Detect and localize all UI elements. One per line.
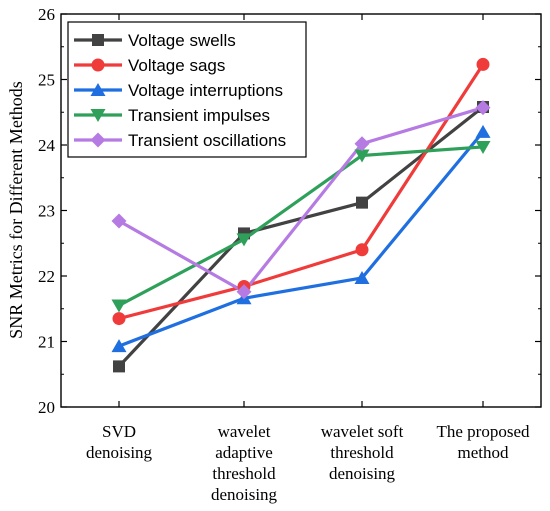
data-point-voltage-interruptions bbox=[111, 339, 127, 353]
series-line-voltage-interruptions bbox=[118, 130, 485, 348]
legend-label-transient-impulses: Transient impulses bbox=[128, 106, 270, 125]
legend-marker-transient-oscillations bbox=[90, 132, 106, 148]
data-point-voltage-swells bbox=[356, 196, 368, 209]
data-point-transient-impulses bbox=[354, 149, 370, 163]
series-lines bbox=[117, 63, 485, 368]
legend-label-transient-oscillations: Transient oscillations bbox=[128, 131, 286, 150]
data-point-voltage-sags bbox=[355, 243, 369, 257]
data-point-voltage-swells bbox=[113, 360, 125, 373]
y-tick-label: 26 bbox=[38, 5, 55, 24]
y-tick-label: 21 bbox=[38, 333, 55, 352]
x-category-label: The proposed method bbox=[436, 422, 530, 462]
legend-label-voltage-swells: Voltage swells bbox=[128, 31, 236, 50]
data-point-transient-oscillations bbox=[354, 136, 370, 152]
data-point-transient-oscillations bbox=[111, 213, 127, 229]
legend-marker-transient-impulses bbox=[90, 109, 106, 122]
legend-marker-voltage-swells bbox=[92, 34, 104, 46]
data-point-voltage-sags bbox=[476, 57, 490, 71]
y-tick-label: 20 bbox=[38, 398, 55, 417]
legend-marker-voltage-interruptions bbox=[90, 83, 106, 96]
legend: Voltage swells Voltage sags Voltage interr… bbox=[67, 21, 307, 158]
data-point-voltage-interruptions bbox=[475, 124, 491, 138]
data-point-transient-oscillations bbox=[236, 284, 252, 300]
data-point-transient-impulses bbox=[475, 140, 491, 154]
x-axis-categories: SVD denoising wavelet adaptive threshold deno… bbox=[86, 422, 530, 504]
legend-label-voltage-interruptions: Voltage interruptions bbox=[128, 81, 283, 100]
x-category-label: wavelet adaptive threshold denoising bbox=[211, 422, 278, 504]
data-point-voltage-sags bbox=[112, 312, 126, 326]
y-tick-label: 23 bbox=[38, 202, 55, 221]
data-point-transient-impulses bbox=[236, 233, 252, 247]
y-axis-label: SNR Metrics for Different Methods bbox=[6, 81, 26, 339]
y-axis-ticks: 20 21 22 23 24 25 26 bbox=[38, 5, 541, 417]
series-line-transient-impulses bbox=[118, 145, 484, 307]
x-axis-ticks bbox=[118, 14, 484, 407]
y-tick-label: 25 bbox=[38, 71, 55, 90]
data-point-transient-oscillations bbox=[475, 100, 491, 116]
x-category-label: SVD denoising bbox=[86, 422, 153, 462]
legend-label-voltage-sags: Voltage sags bbox=[128, 56, 225, 75]
data-point-transient-impulses bbox=[111, 299, 127, 313]
series-markers bbox=[111, 57, 491, 373]
y-tick-label: 24 bbox=[38, 136, 56, 155]
data-point-voltage-interruptions bbox=[354, 270, 370, 284]
x-category-label: wavelet soft threshold denoising bbox=[321, 422, 404, 483]
y-tick-label: 22 bbox=[38, 267, 55, 286]
series-line-transient-oscillations bbox=[118, 106, 484, 294]
series-line-voltage-sags bbox=[118, 63, 485, 321]
legend-marker-voltage-sags bbox=[91, 58, 105, 72]
